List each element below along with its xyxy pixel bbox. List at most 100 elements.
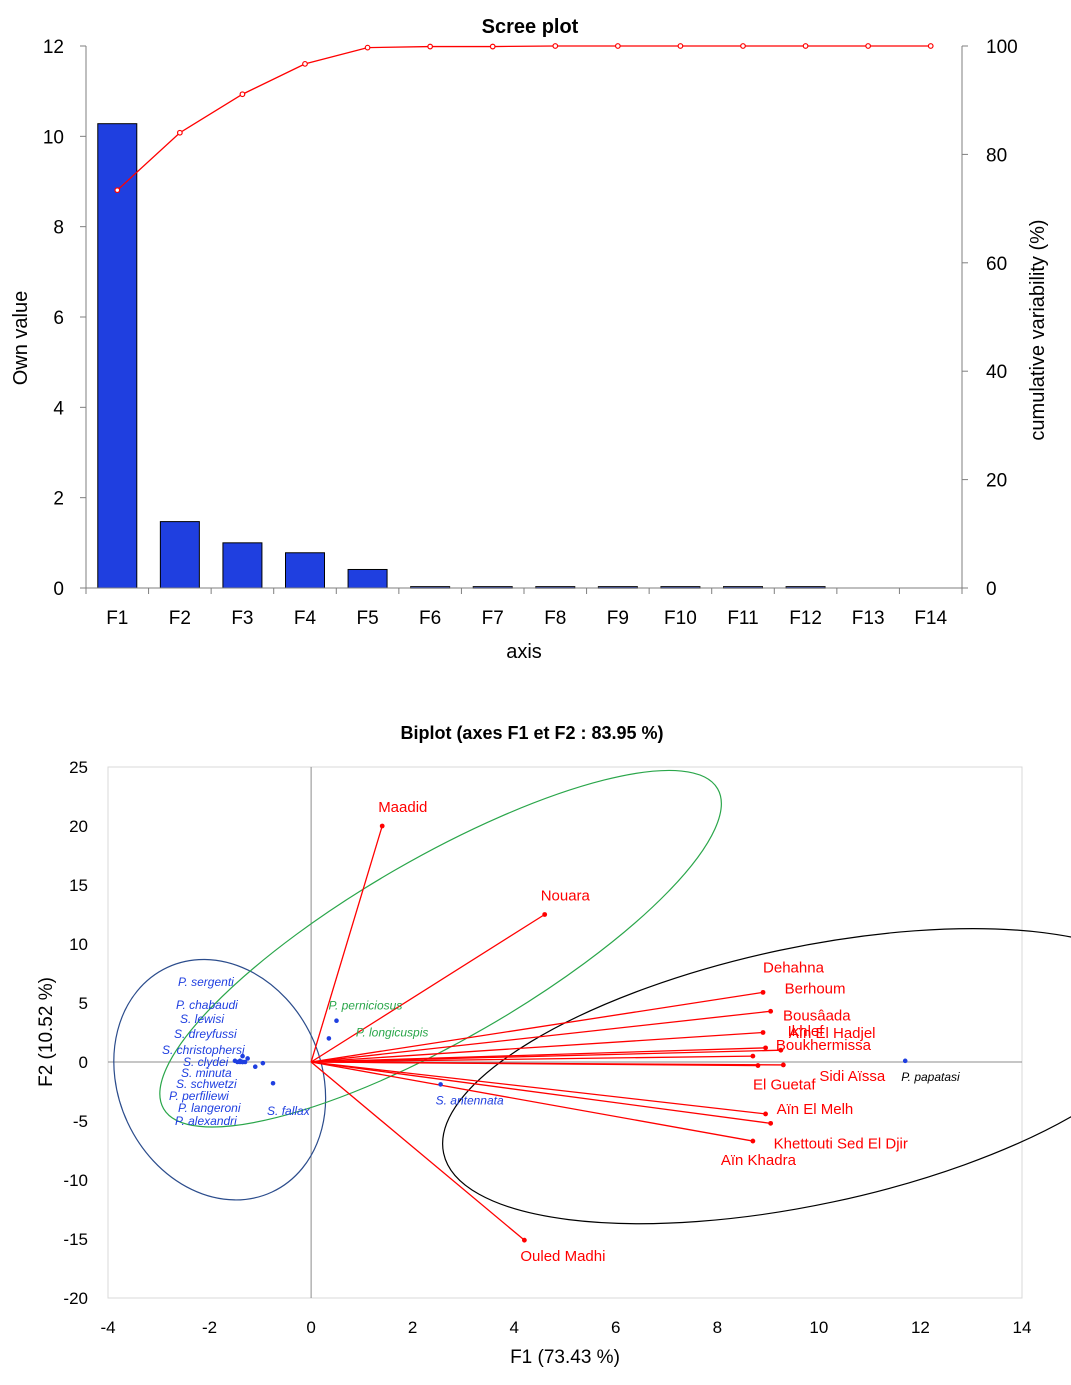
scree-left-tick-label: 10	[43, 127, 64, 148]
scree-cumulative-point	[802, 43, 809, 49]
biplot-species-label: P. langeroni	[178, 1101, 241, 1115]
biplot-y-tick-label: 25	[69, 758, 88, 777]
scree-cumulative-point	[239, 91, 246, 98]
biplot-y-label: F2 (10.52 %)	[36, 977, 57, 1087]
scree-bar	[97, 123, 138, 589]
biplot-x-tick-label: 0	[306, 1318, 315, 1337]
biplot-ellipse-green-cluster	[159, 769, 722, 1128]
biplot-variable-label: Ikhlef	[788, 1023, 825, 1040]
biplot-x-tick-label: 12	[911, 1318, 930, 1337]
biplot-species-label: S. minuta	[181, 1066, 232, 1080]
biplot-y-tick-label: 10	[69, 935, 88, 954]
scree-cumulative-point	[552, 43, 559, 49]
scree-x-tick-label: F7	[482, 608, 504, 629]
biplot-species-label: P. chabaudi	[176, 998, 238, 1012]
scree-cumulative-polyline	[116, 45, 931, 191]
biplot-y-tick-label: -10	[63, 1171, 88, 1190]
biplot-vector	[311, 1010, 771, 1063]
scree-axes	[80, 45, 968, 594]
scree-right-tick-label: 60	[986, 254, 1007, 275]
biplot-variable-label: Dehahna	[763, 959, 825, 976]
scree-right-tick-label: 40	[986, 362, 1007, 383]
biplot-variable-label: Sidi Aïssa	[819, 1068, 886, 1085]
biplot-y-tick-label: 5	[79, 994, 88, 1013]
biplot-vector	[310, 913, 546, 1063]
scree-right-tick-label: 0	[986, 579, 997, 600]
biplot-vector-tip	[780, 1062, 786, 1068]
biplot-species-point	[326, 1036, 332, 1041]
scree-cumulative-point	[114, 187, 121, 194]
scree-cumulative-point	[927, 43, 934, 49]
biplot-species-label: P. perfiliewi	[169, 1089, 229, 1103]
biplot-species-points	[232, 1018, 908, 1087]
scree-cumulative-point	[489, 43, 496, 50]
scree-bar	[285, 552, 325, 589]
biplot-x-tick-label: 2	[408, 1318, 417, 1337]
biplot-vector-tip	[760, 989, 766, 995]
biplot-vector	[311, 1061, 758, 1067]
biplot-species-point	[245, 1056, 250, 1061]
scree-left-tick-label: 6	[53, 308, 64, 329]
biplot-labels: Maadid Nouara Dehahna Berhoum BousâadaIkhlef…	[162, 799, 960, 1265]
scree-tick-labels: 0 2 4 6 8 10 12 0 20 40 60 80 100 F1 F2 F3 F4 F5 F6 F7 F8 F9 F…	[43, 37, 1018, 629]
scree-cumulative-point	[740, 43, 746, 49]
scree-x-tick-label: F13	[852, 608, 885, 629]
biplot-y-tick-label: -20	[63, 1289, 88, 1308]
biplot-species-point	[334, 1018, 339, 1023]
biplot-species-point	[260, 1060, 266, 1066]
scree-cumulative-point	[614, 43, 621, 49]
biplot-vector	[311, 1061, 771, 1125]
biplot-variable-label: Aïn El Melh	[777, 1101, 854, 1118]
scree-bar	[222, 542, 263, 589]
scree-bar	[159, 521, 200, 589]
scree-left-tick-label: 2	[53, 489, 64, 510]
biplot-species-label: S. schwetzi	[176, 1077, 237, 1091]
biplot-y-tick-label: 15	[69, 876, 88, 895]
biplot-species-label: S. dreyfussi	[174, 1027, 237, 1041]
biplot-vector	[310, 825, 383, 1063]
scree-x-tick-label: F9	[607, 608, 629, 629]
biplot-variable-vectors	[310, 823, 786, 1243]
scree-right-tick-label: 20	[986, 471, 1007, 492]
biplot-species-label: P. sergenti	[178, 975, 234, 989]
biplot-y-tick-label: 20	[69, 817, 88, 836]
biplot-variable-label: Berhoum	[785, 980, 846, 997]
biplot-vector-tip	[768, 1120, 774, 1126]
biplot-species-point	[240, 1053, 245, 1059]
biplot-species-point	[240, 1059, 245, 1065]
scree-left-tick-label: 4	[53, 398, 64, 419]
biplot-species-label: S. antennata	[436, 1093, 504, 1107]
biplot-vector-tip	[750, 1053, 756, 1059]
scree-left-tick-label: 8	[53, 218, 64, 239]
scree-cumulative-point	[302, 60, 308, 67]
biplot-ellipse-blue-cluster	[113, 958, 327, 1201]
scree-x-tick-label: F4	[294, 608, 317, 629]
biplot-variable-label: Bousâada	[783, 1008, 851, 1025]
biplot-variable-label: Aïn El Hadjel	[789, 1025, 876, 1042]
scree-right-tick-label: 80	[986, 145, 1007, 166]
biplot-variable-label: Maadid	[378, 799, 427, 816]
biplot-y-tick-label: -5	[73, 1112, 88, 1131]
biplot-variable-label: Khettouti Sed El Djir	[774, 1135, 908, 1152]
biplot-species-label: S. fallax	[267, 1104, 311, 1118]
scree-y-label: Own value	[10, 291, 32, 386]
biplot-variable-label: Ouled Madhi	[520, 1248, 605, 1265]
biplot-vector	[311, 1055, 753, 1063]
biplot-species-label: P. alexandri	[175, 1114, 237, 1128]
scree-cumulative-point	[364, 44, 371, 51]
biplot-variable-label: El Guetaf	[753, 1077, 816, 1094]
scree-cumulative-line	[114, 43, 934, 194]
biplot-y-tick-label: 0	[79, 1053, 88, 1072]
scree-x-tick-label: F3	[231, 608, 253, 629]
biplot: Biplot (axes F1 et F2 : 83.95 %) -4 -2 0 2 4…	[36, 723, 1071, 1368]
biplot-vector-tip	[778, 1047, 784, 1053]
biplot-vector-tip	[763, 1045, 768, 1051]
biplot-vector	[311, 1049, 781, 1063]
scree-plot: Scree plot 0 2 4 6 8 10 12 0 20 40 60 80 100 F1 F2 F3 F4…	[10, 16, 1049, 663]
biplot-ellipse-black-cluster	[442, 928, 1071, 1225]
biplot-x-tick-label: 10	[809, 1318, 828, 1337]
biplot-vector-tip	[750, 1138, 756, 1144]
scree-x-tick-label: F12	[789, 608, 822, 629]
